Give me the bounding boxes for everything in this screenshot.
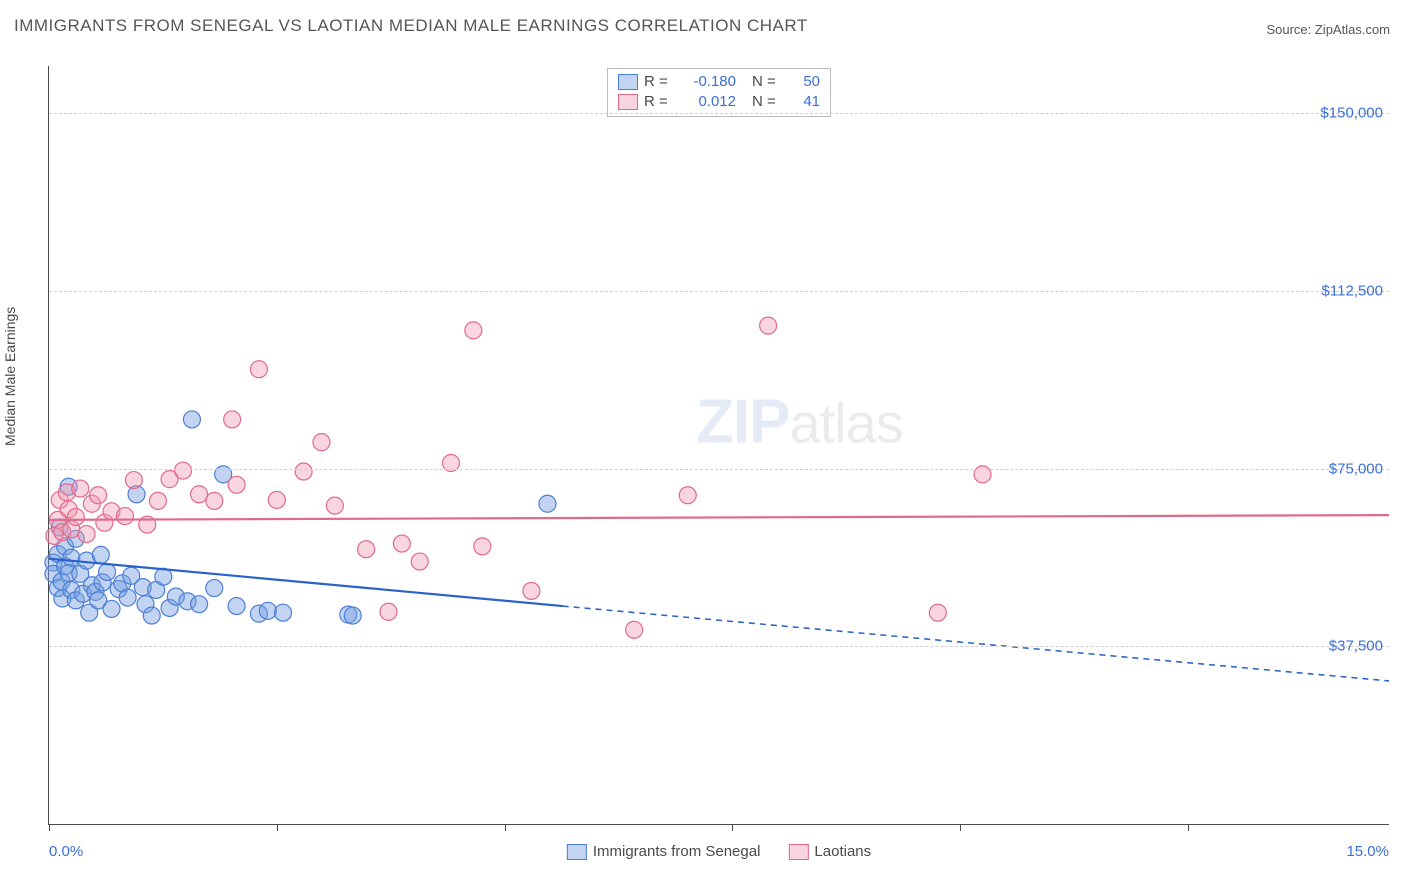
swatch-laotians [788, 844, 808, 860]
marker-senegal [228, 598, 245, 615]
marker-laotians [380, 603, 397, 620]
x-tick [1188, 824, 1189, 831]
y-axis-label: Median Male Earnings [2, 307, 18, 446]
marker-laotians [72, 480, 89, 497]
marker-laotians [268, 491, 285, 508]
x-tick [505, 824, 506, 831]
gridline [49, 291, 1389, 292]
marker-senegal [191, 596, 208, 613]
y-tick-label: $75,000 [1329, 460, 1383, 477]
marker-senegal [206, 580, 223, 597]
marker-laotians [465, 322, 482, 339]
legend-row-laotians: R = 0.012 N = 41 [618, 92, 820, 112]
legend-row-senegal: R = -0.180 N = 50 [618, 72, 820, 92]
legend-R-label: R = [644, 92, 674, 112]
marker-laotians [679, 487, 696, 504]
legend-label-senegal: Immigrants from Senegal [593, 843, 761, 860]
legend-item-senegal: Immigrants from Senegal [567, 843, 761, 860]
marker-laotians [78, 526, 95, 543]
marker-senegal [63, 549, 80, 566]
x-tick [960, 824, 961, 831]
swatch-laotians [618, 94, 638, 110]
page-root: IMMIGRANTS FROM SENEGAL VS LAOTIAN MEDIA… [0, 0, 1406, 892]
marker-senegal [92, 546, 109, 563]
regression-dashed-senegal [563, 606, 1389, 681]
legend-label-laotians: Laotians [814, 843, 871, 860]
gridline [49, 469, 1389, 470]
marker-senegal [103, 600, 120, 617]
legend-series: Immigrants from Senegal Laotians [567, 843, 871, 860]
marker-senegal [143, 607, 160, 624]
x-tick [732, 824, 733, 831]
legend-N-value: 50 [792, 72, 820, 92]
marker-laotians [326, 497, 343, 514]
marker-senegal [99, 563, 116, 580]
legend-R-value: -0.180 [680, 72, 736, 92]
marker-senegal [275, 604, 292, 621]
x-tick [49, 824, 50, 831]
marker-laotians [125, 472, 142, 489]
gridline [49, 646, 1389, 647]
marker-laotians [206, 492, 223, 509]
legend-correlation: R = -0.180 N = 50 R = 0.012 N = 41 [607, 68, 831, 117]
marker-laotians [411, 553, 428, 570]
marker-laotians [149, 492, 166, 509]
marker-laotians [358, 541, 375, 558]
marker-laotians [90, 487, 107, 504]
marker-laotians [313, 434, 330, 451]
gridline [49, 113, 1389, 114]
legend-R-label: R = [644, 72, 674, 92]
marker-senegal [539, 495, 556, 512]
x-tick [277, 824, 278, 831]
y-tick-label: $112,500 [1322, 283, 1383, 300]
marker-laotians [175, 462, 192, 479]
marker-laotians [393, 535, 410, 552]
marker-laotians [295, 463, 312, 480]
swatch-senegal [618, 74, 638, 90]
plot-area: ZIPatlas R =-0.180N =50R =0.012N =41 Imm… [48, 66, 1389, 825]
scatter-svg [49, 66, 1389, 824]
marker-laotians [191, 486, 208, 503]
x-axis-label-left: 0.0% [49, 843, 83, 860]
marker-laotians [474, 538, 491, 555]
marker-senegal [119, 589, 136, 606]
marker-laotians [116, 508, 133, 525]
legend-R-value: 0.012 [680, 92, 736, 112]
x-axis-label-right: 15.0% [1346, 843, 1389, 860]
marker-senegal [259, 602, 276, 619]
swatch-senegal [567, 844, 587, 860]
marker-laotians [626, 621, 643, 638]
y-tick-label: $150,000 [1320, 105, 1383, 122]
source-attribution: Source: ZipAtlas.com [1266, 22, 1390, 37]
chart-title: IMMIGRANTS FROM SENEGAL VS LAOTIAN MEDIA… [14, 16, 808, 36]
marker-laotians [67, 509, 84, 526]
legend-item-laotians: Laotians [788, 843, 871, 860]
marker-senegal [183, 411, 200, 428]
marker-laotians [250, 361, 267, 378]
legend-N-value: 41 [792, 92, 820, 112]
y-tick-label: $37,500 [1329, 638, 1383, 655]
marker-laotians [929, 604, 946, 621]
marker-senegal [344, 607, 361, 624]
marker-laotians [523, 582, 540, 599]
marker-laotians [760, 317, 777, 334]
legend-N-label: N = [752, 72, 786, 92]
legend-N-label: N = [752, 92, 786, 112]
marker-laotians [228, 476, 245, 493]
marker-laotians [224, 411, 241, 428]
regression-laotians [49, 515, 1389, 520]
